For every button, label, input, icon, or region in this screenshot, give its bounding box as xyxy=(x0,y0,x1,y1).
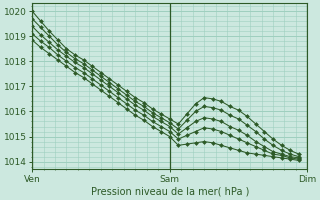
X-axis label: Pression niveau de la mer( hPa ): Pression niveau de la mer( hPa ) xyxy=(91,187,249,197)
